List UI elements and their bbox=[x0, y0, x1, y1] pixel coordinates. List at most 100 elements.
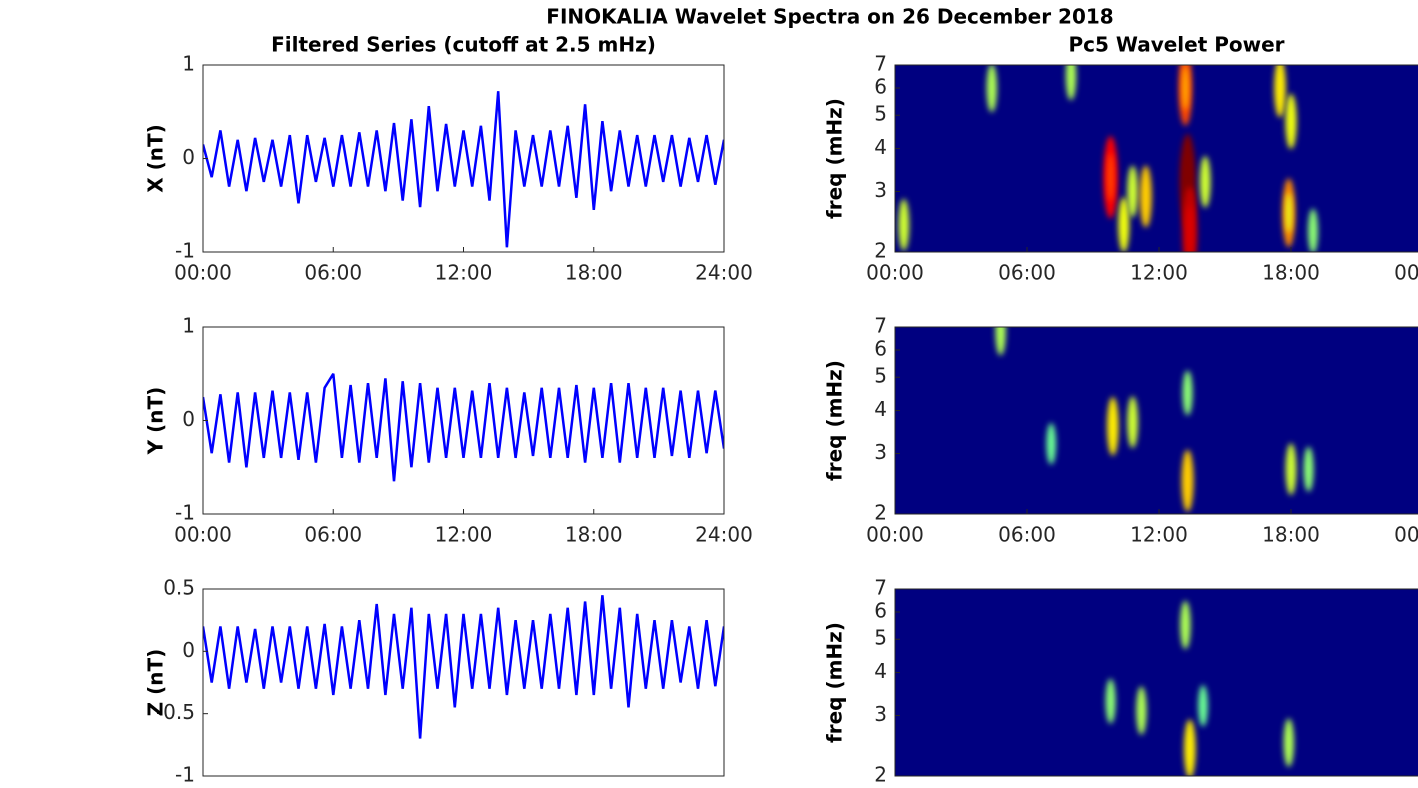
y-tick-label: -1 bbox=[175, 763, 195, 787]
y-tick-label: 3 bbox=[874, 702, 887, 726]
y-tick-label: 2 bbox=[874, 763, 887, 787]
y-tick-label: 0 bbox=[182, 638, 195, 662]
power-blob bbox=[1136, 686, 1147, 735]
x-tick-label: 06:00 bbox=[304, 261, 362, 285]
power-blob bbox=[1107, 396, 1119, 456]
x-tick-label: 24:00 bbox=[695, 261, 753, 285]
power-blob bbox=[1118, 197, 1130, 252]
y-tick-label: 2 bbox=[874, 501, 887, 525]
heatmap-background bbox=[895, 65, 1418, 252]
power-blob bbox=[1127, 396, 1138, 449]
y-tick-label: 3 bbox=[874, 178, 887, 202]
power-blob bbox=[986, 65, 997, 113]
y-tick-label: 6 bbox=[874, 599, 887, 623]
power-core bbox=[1107, 153, 1114, 202]
power-blob bbox=[1127, 165, 1138, 218]
y-tick-label: 4 bbox=[874, 135, 887, 159]
power-blob bbox=[1181, 449, 1194, 512]
y-tick-label: 5 bbox=[874, 102, 887, 126]
y-tick-label: 1 bbox=[182, 314, 195, 338]
y-axis-label: Z (nT) bbox=[144, 649, 168, 717]
power-blob bbox=[898, 198, 910, 251]
power-core bbox=[1182, 66, 1189, 111]
y-axis-label: freq (mHz) bbox=[823, 98, 847, 219]
plot-area bbox=[203, 91, 724, 248]
y-axis-label: freq (mHz) bbox=[823, 360, 847, 481]
y-tick-label: 2 bbox=[874, 239, 887, 263]
y-axis-label: Y (nT) bbox=[144, 387, 168, 456]
power-blob bbox=[995, 327, 1006, 356]
power-blob bbox=[1283, 718, 1295, 767]
y-tick-label: 0 bbox=[182, 407, 195, 431]
series-line bbox=[203, 91, 724, 248]
y-tick-label: 5 bbox=[874, 626, 887, 650]
y-tick-label: -1 bbox=[175, 501, 195, 525]
y-tick-label: 7 bbox=[874, 314, 887, 338]
x-tick-label: 12:00 bbox=[435, 523, 493, 547]
x-tick-label: 18:00 bbox=[565, 261, 623, 285]
power-core bbox=[1285, 192, 1292, 233]
axes-box bbox=[894, 588, 1418, 777]
x-tick-label: 00:00 bbox=[1394, 261, 1418, 285]
y-tick-label: 7 bbox=[874, 576, 887, 600]
heatmap-background bbox=[895, 327, 1418, 514]
x-tick-label: 18:00 bbox=[1262, 523, 1320, 547]
subplot-title: Filtered Series (cutoff at 2.5 mHz) bbox=[271, 33, 656, 57]
x-tick-label: 18:00 bbox=[565, 523, 623, 547]
y-tick-label: 1 bbox=[182, 52, 195, 76]
x-tick-label: 00:00 bbox=[866, 523, 924, 547]
heatmap-background bbox=[895, 589, 1418, 776]
plot-area bbox=[895, 589, 1418, 776]
power-blob bbox=[1046, 423, 1056, 465]
axes-box bbox=[202, 326, 725, 515]
power-blob bbox=[1105, 678, 1116, 724]
y-axis-label: X (nT) bbox=[144, 124, 168, 193]
power-blob bbox=[1199, 155, 1211, 208]
y-axis-label: freq (mHz) bbox=[823, 622, 847, 743]
power-blob bbox=[1308, 208, 1318, 252]
y-tick-label: -0.5 bbox=[156, 700, 195, 724]
x-tick-label: 18:00 bbox=[1262, 261, 1320, 285]
power-blob bbox=[1285, 443, 1297, 496]
plot-area bbox=[203, 373, 724, 482]
y-tick-label: -1 bbox=[175, 239, 195, 263]
y-tick-label: 0 bbox=[182, 145, 195, 169]
y-tick-label: 6 bbox=[874, 337, 887, 361]
series-line bbox=[203, 595, 724, 739]
power-blob bbox=[1274, 65, 1286, 118]
y-tick-label: 7 bbox=[874, 52, 887, 76]
plot-area bbox=[895, 65, 1418, 252]
power-blob bbox=[1182, 370, 1193, 416]
y-tick-label: 6 bbox=[874, 75, 887, 99]
y-tick-label: 5 bbox=[874, 364, 887, 388]
x-tick-label: 12:00 bbox=[1130, 261, 1188, 285]
x-tick-label: 00:00 bbox=[174, 261, 232, 285]
x-tick-label: 06:00 bbox=[998, 523, 1056, 547]
y-tick-label: 4 bbox=[874, 659, 887, 683]
x-tick-label: 00:00 bbox=[174, 523, 232, 547]
x-tick-label: 00:00 bbox=[866, 261, 924, 285]
x-tick-label: 06:00 bbox=[998, 261, 1056, 285]
x-tick-label: 00:00 bbox=[1394, 523, 1418, 547]
y-tick-label: 0.5 bbox=[163, 576, 195, 600]
plot-area bbox=[895, 327, 1418, 514]
x-tick-label: 06:00 bbox=[304, 523, 362, 547]
series-line bbox=[203, 373, 724, 482]
axes-box bbox=[202, 64, 725, 253]
power-blob bbox=[1180, 600, 1191, 650]
power-blob bbox=[1303, 446, 1314, 492]
figure-title: FINOKALIA Wavelet Spectra on 26 December… bbox=[546, 5, 1113, 29]
power-core bbox=[1186, 205, 1193, 252]
power-blob bbox=[1139, 165, 1152, 228]
subplot-title: Pc5 Wavelet Power bbox=[1068, 33, 1284, 57]
y-tick-label: 3 bbox=[874, 440, 887, 464]
power-blob bbox=[1065, 65, 1077, 101]
power-blob bbox=[1198, 685, 1208, 727]
plot-area bbox=[203, 595, 724, 739]
power-blob bbox=[1184, 719, 1196, 776]
x-tick-label: 24:00 bbox=[695, 523, 753, 547]
y-tick-label: 4 bbox=[874, 397, 887, 421]
x-tick-label: 12:00 bbox=[435, 261, 493, 285]
power-blob bbox=[1285, 93, 1297, 149]
